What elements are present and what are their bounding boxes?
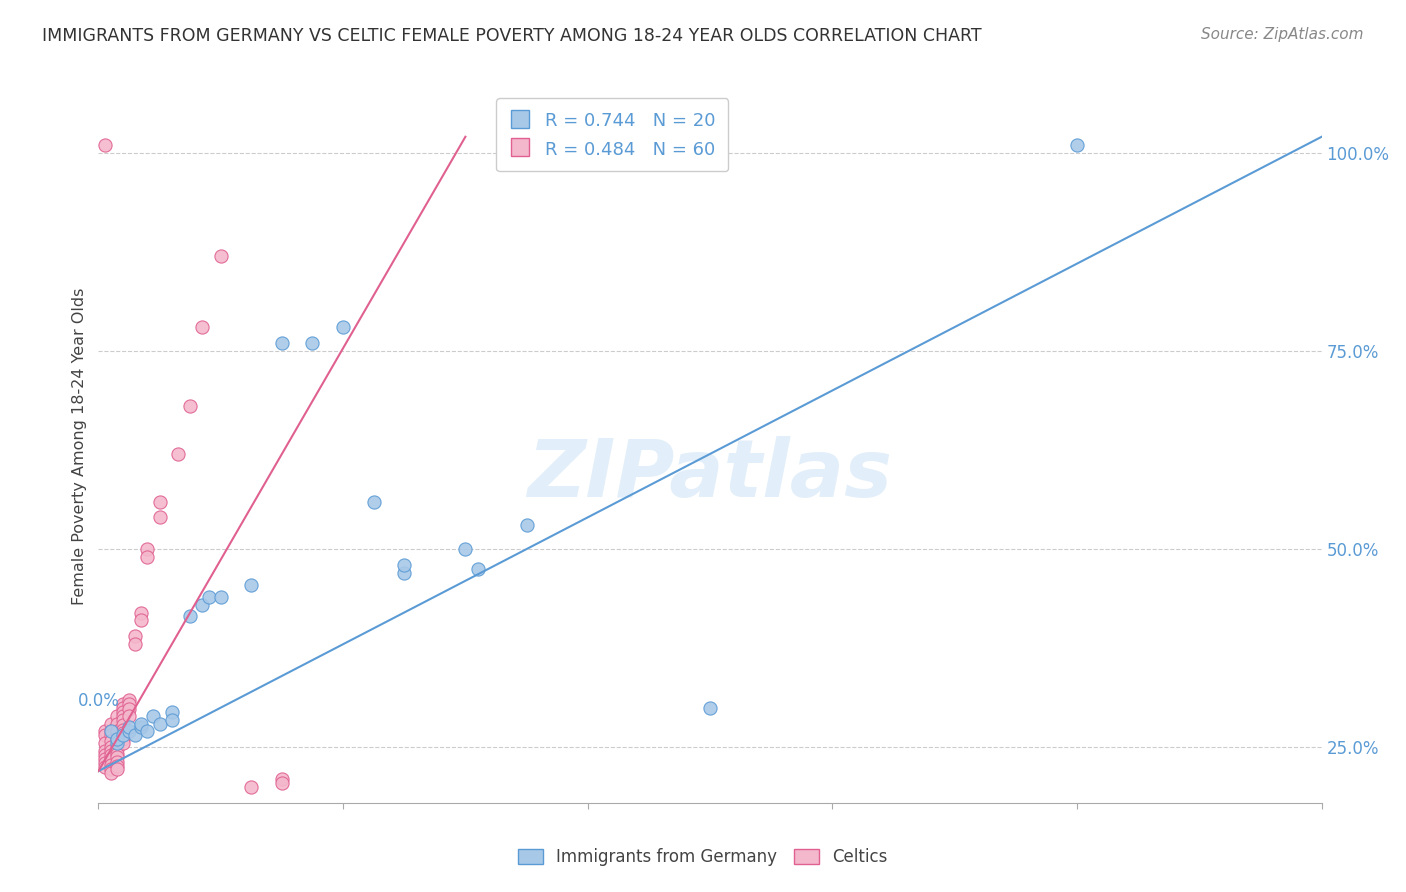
Point: [100, 763, 122, 777]
Point: [149, 716, 172, 731]
Point: [111, 723, 134, 737]
Point: [111, 728, 134, 742]
Point: [100, 724, 122, 739]
Point: [124, 728, 146, 742]
Point: [179, 609, 201, 624]
Point: [301, 335, 323, 350]
Point: [240, 578, 263, 592]
Point: [100, 724, 122, 739]
Point: [392, 566, 416, 580]
Point: [124, 637, 146, 651]
Point: [160, 705, 183, 719]
Point: [136, 542, 159, 557]
Point: [167, 447, 190, 461]
Point: [332, 320, 354, 334]
Point: [111, 736, 134, 750]
Point: [100, 765, 122, 780]
Point: [118, 708, 141, 723]
Point: [392, 558, 416, 572]
Point: [129, 716, 152, 731]
Point: [699, 700, 721, 714]
Point: [363, 494, 385, 508]
Point: [129, 614, 152, 628]
Point: [105, 740, 128, 755]
Point: [111, 697, 134, 711]
Point: [129, 721, 152, 735]
Point: [1066, 137, 1088, 152]
Point: [105, 755, 128, 769]
Text: Source: ZipAtlas.com: Source: ZipAtlas.com: [1201, 27, 1364, 42]
Point: [100, 716, 122, 731]
Text: IMMIGRANTS FROM GERMANY VS CELTIC FEMALE POVERTY AMONG 18-24 YEAR OLDS CORRELATI: IMMIGRANTS FROM GERMANY VS CELTIC FEMALE…: [42, 27, 981, 45]
Point: [93, 760, 115, 774]
Point: [111, 726, 134, 740]
Point: [93, 752, 115, 766]
Point: [111, 708, 134, 723]
Legend: Immigrants from Germany, Celtics: Immigrants from Germany, Celtics: [510, 840, 896, 875]
Point: [118, 697, 141, 711]
Point: [100, 734, 122, 748]
Point: [191, 598, 214, 612]
Point: [516, 518, 538, 533]
Point: [100, 740, 122, 755]
Point: [105, 759, 128, 773]
Point: [100, 757, 122, 772]
Point: [209, 590, 232, 604]
Point: [270, 335, 292, 350]
Point: [105, 749, 128, 764]
Point: [142, 708, 165, 723]
Point: [93, 736, 115, 750]
Point: [118, 702, 141, 716]
Point: [197, 590, 219, 604]
Point: [111, 732, 134, 747]
Point: [149, 494, 172, 508]
Point: [179, 400, 201, 414]
Y-axis label: Female Poverty Among 18-24 Year Olds: Female Poverty Among 18-24 Year Olds: [72, 287, 87, 605]
Point: [105, 732, 128, 747]
Point: [160, 713, 183, 727]
Point: [93, 756, 115, 771]
Point: [100, 748, 122, 763]
Point: [136, 724, 159, 739]
Point: [100, 728, 122, 742]
Point: [136, 549, 159, 564]
Point: [118, 721, 141, 735]
Point: [93, 728, 115, 742]
Point: [93, 137, 115, 152]
Point: [105, 763, 128, 777]
Point: [93, 744, 115, 758]
Point: [105, 732, 128, 747]
Point: [111, 705, 134, 719]
Point: [100, 744, 122, 758]
Point: [105, 708, 128, 723]
Point: [270, 776, 292, 790]
Point: [191, 320, 214, 334]
Point: [105, 724, 128, 739]
Point: [100, 752, 122, 766]
Point: [149, 510, 172, 524]
Point: [240, 780, 263, 794]
Point: [93, 748, 115, 763]
Point: [454, 542, 477, 557]
Point: [105, 736, 128, 750]
Point: [118, 724, 141, 739]
Point: [467, 562, 489, 576]
Point: [124, 629, 146, 643]
Text: ZIPatlas: ZIPatlas: [527, 435, 893, 514]
Text: 0.0%: 0.0%: [77, 692, 120, 710]
Point: [111, 713, 134, 727]
Point: [111, 700, 134, 714]
Point: [93, 724, 115, 739]
Legend: R = 0.744   N = 20, R = 0.484   N = 60: R = 0.744 N = 20, R = 0.484 N = 60: [496, 98, 728, 171]
Point: [129, 606, 152, 620]
Point: [105, 742, 128, 756]
Point: [111, 718, 134, 732]
Point: [105, 747, 128, 761]
Point: [118, 692, 141, 706]
Point: [105, 716, 128, 731]
Point: [270, 772, 292, 786]
Point: [209, 249, 232, 263]
